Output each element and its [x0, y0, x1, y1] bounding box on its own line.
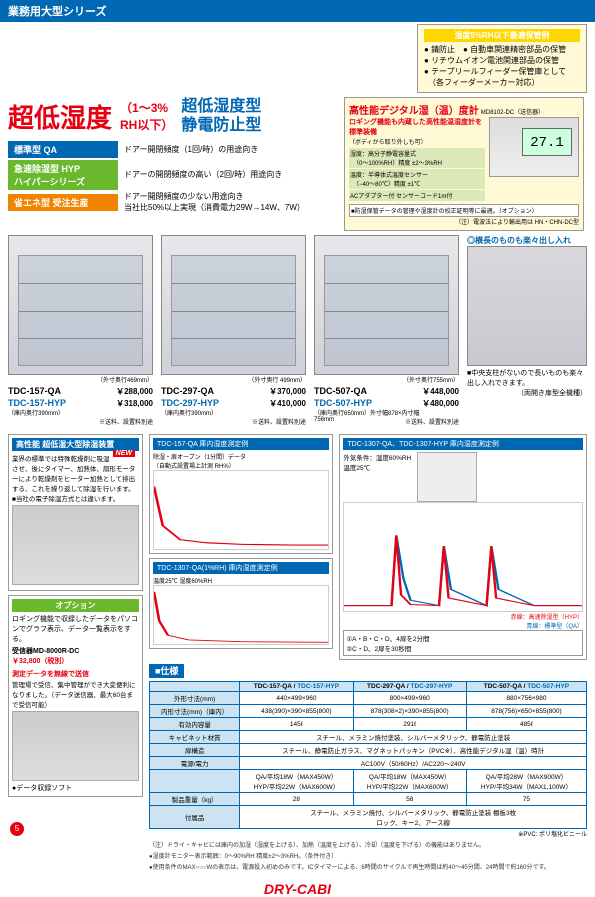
- type-desc: ドアーの開閉頻度の高い（2回/時）用途向き: [118, 170, 338, 180]
- cabinet-image: [8, 235, 153, 375]
- product-hyp: TDC-297-HYP: [161, 398, 219, 408]
- logging-label: ロギング機能も内蔵した高性能温湿度計を標準装備: [349, 117, 485, 137]
- product-hyp: TDC-507-HYP: [314, 398, 372, 408]
- option-price: ￥32,800（税別）: [12, 656, 139, 666]
- chart-3-note: ①A・B・C・D、4扉を2分間 ②C・D、2扉を30秒間: [343, 630, 583, 656]
- digital-footnote: （注）電波法により輸出用は HN・CHN-DC型: [349, 217, 579, 226]
- blue-label-2: 静電防止型: [181, 116, 261, 135]
- type-row: 省エネ型 受注生産ドアー開閉頻度の少ない用途向き 当社比50%以上実現（消費電力…: [8, 192, 338, 213]
- meter-image: 27.1: [489, 117, 579, 177]
- meter-display: 27.1: [522, 128, 572, 156]
- chart-1-title: TDC-157-QA 庫内湿度測定例: [153, 438, 329, 450]
- side-cabinet-box: ◎横長のものも楽々出し入れ ■中央支柱がないので長いものも楽々出し入れできます。…: [467, 235, 587, 426]
- series-label: 業務用大型シリーズ: [8, 3, 106, 19]
- feature-box: 高性能 超低湿大型除湿装置NEW 業界の標準では特殊乾燥剤に吸湿させ、後にタイマ…: [8, 434, 143, 591]
- chart-2-area: [153, 585, 329, 645]
- preserve-item: ● リチウムイオン電池関連部品の保管: [424, 55, 580, 66]
- chart-1: TDC-157-QA 庫内湿度測定例 除湿・扉オープン（1分間）データ （自動式…: [149, 434, 333, 554]
- type-row: 標準型 QAドアー開閉頻度（1回/時）の用途向き: [8, 141, 338, 158]
- type-desc: ドアー開閉頻度（1回/時）の用途向き: [118, 145, 338, 155]
- option-sub-title: 測定データを無線で送信: [12, 669, 139, 679]
- chart-3-cabinet-diagram: [417, 452, 477, 502]
- option-model: 受信器MD-8000R-DC: [12, 646, 139, 656]
- product: （外寸奥行 499mm） TDC-297-QA￥370,000 TDC-297-…: [161, 235, 306, 426]
- digital-spec-row: 温度：半導体式温度センサー （−40〜80℃）精度 ±1℃: [349, 169, 485, 189]
- header-bar: 業務用大型シリーズ: [0, 0, 595, 22]
- spec-title: ■仕様: [149, 664, 184, 678]
- inset-cabinet-image: [467, 246, 587, 366]
- product: （外寸奥行469mm） TDC-157-QA￥288,000 TDC-157-H…: [8, 235, 153, 426]
- digital-spec-row: ACアダプター付 センサーコード1m付: [349, 190, 485, 201]
- chart-2-title: TDC-1307-QA(1%RH) 庫内湿度測定例: [153, 562, 329, 574]
- main-title-red: 超低湿度: [8, 98, 112, 135]
- preserve-item: （各フィーダーメーカー対応）: [424, 77, 580, 88]
- side-note2: （両開き扉型全機種）: [467, 388, 587, 398]
- preserve-item: ● 錆防止 ● 自動車関連精密部品の保管: [424, 44, 580, 55]
- chart-1-area: [153, 470, 329, 550]
- option-foot: ●データ収録ソフト: [12, 783, 139, 793]
- type-desc: ドアー開閉頻度の少ない用途向き 当社比50%以上実現（消費電力29W→14W、7…: [118, 192, 338, 213]
- chart-3-area: [343, 502, 583, 612]
- footer-logo: DRY-CABI: [0, 881, 595, 897]
- chart-3-title: TDC-1307-QA、TDC-1307-HYP 庫内湿度測定例: [343, 438, 583, 450]
- main-title-pct: （1〜3% RH以下）: [120, 99, 173, 133]
- preserve-box: 湿度5%RH以下最適保管例 ● 錆防止 ● 自動車関連精密部品の保管 ● リチウ…: [417, 24, 587, 93]
- option-title: オプション: [12, 599, 139, 612]
- spec-note: ●使用条件のMAX○○○Wの表示は、電源投入初めのみです。ICタイマーによる、6…: [149, 862, 587, 871]
- feature-image: [12, 505, 139, 585]
- type-badge: 急速除湿型 HYP ハイパーシリーズ: [8, 160, 118, 190]
- blue-label-1: 超低湿度型: [181, 97, 261, 116]
- spec-section: ■仕様 TDC-157-QA / TDC-157-HYPTDC-297-QA /…: [149, 664, 587, 871]
- type-badge: 省エネ型 受注生産: [8, 194, 118, 211]
- feature-title: 高性能 超低湿大型除湿装置NEW: [12, 438, 139, 451]
- digital-meter-box: 高性能デジタル湿（温）度計 MD8102-DC（送信器） ロギング機能も内蔵した…: [344, 97, 584, 231]
- spec-table: TDC-157-QA / TDC-157-HYPTDC-297-QA / TDC…: [149, 681, 587, 829]
- product-qa: TDC-297-QA: [161, 386, 214, 396]
- spec-note: ●湿度計モニター表示範囲：0〜90%RH 精度±2〜3%RH。（条件付き）: [149, 851, 587, 860]
- option-image: [12, 711, 139, 781]
- option-box: オプション ロギング機能で収録したデータをパソコンでグラフ表示、データ一覧表示を…: [8, 595, 143, 797]
- option-sub-body: 管理場で受信、集中管理ができ大変便利になりました。（データ送信器、最大60台まで…: [12, 679, 139, 709]
- side-title: ◎横長のものも楽々出し入れ: [467, 235, 587, 246]
- spec-foot: ※PVC: ポリ塩化ビニール: [149, 829, 587, 838]
- chart-3: TDC-1307-QA、TDC-1307-HYP 庫内湿度測定例 外気条件：湿度…: [339, 434, 587, 660]
- digital-spec-row: 湿度：高分子静電容量式 （0〜100%RH）精度 ±2〜3%RH: [349, 148, 485, 168]
- side-note: ■中央支柱がないので長いものも楽々出し入れできます。: [467, 368, 587, 388]
- product-qa: TDC-157-QA: [8, 386, 61, 396]
- digital-title: 高性能デジタル湿（温）度計: [349, 106, 479, 117]
- product: （外寸奥行755mm） TDC-507-QA￥448,000 TDC-507-H…: [314, 235, 459, 426]
- digital-note: ■防湿保管データの管理や湿度計の校正証明等に最適。（オプション）: [349, 204, 579, 217]
- option-body: ロギング機能で収録したデータをパソコンでグラフ表示、データ一覧表示をする。: [12, 614, 139, 644]
- page-number: 5: [10, 822, 24, 836]
- preserve-title: 湿度5%RH以下最適保管例: [424, 29, 580, 42]
- type-row: 急速除湿型 HYP ハイパーシリーズドアーの開閉頻度の高い（2回/時）用途向き: [8, 160, 338, 190]
- spec-note: （注）ドライ・キャビには庫内の加湿（湿度を上げる）、加熱（温度を上げる）、冷却（…: [149, 840, 587, 849]
- product-qa: TDC-507-QA: [314, 386, 367, 396]
- product-hyp: TDC-157-HYP: [8, 398, 66, 408]
- cabinet-image: [314, 235, 459, 375]
- cabinet-image: [161, 235, 306, 375]
- chart-2: TDC-1307-QA(1%RH) 庫内湿度測定例 温度25℃ 湿度60%RH: [149, 558, 333, 649]
- feature-body: 業界の標準では特殊乾燥剤に吸湿させ、後にタイマー、加熱体、扇形モーターにより乾燥…: [12, 453, 139, 503]
- type-badge: 標準型 QA: [8, 141, 118, 158]
- new-badge: NEW: [113, 450, 135, 457]
- preserve-item: ● テープリールフィーダー保管庫として: [424, 66, 580, 77]
- title-block: 超低湿度 （1〜3% RH以下） 超低湿度型 静電防止型 標準型 QAドアー開閉…: [8, 97, 338, 231]
